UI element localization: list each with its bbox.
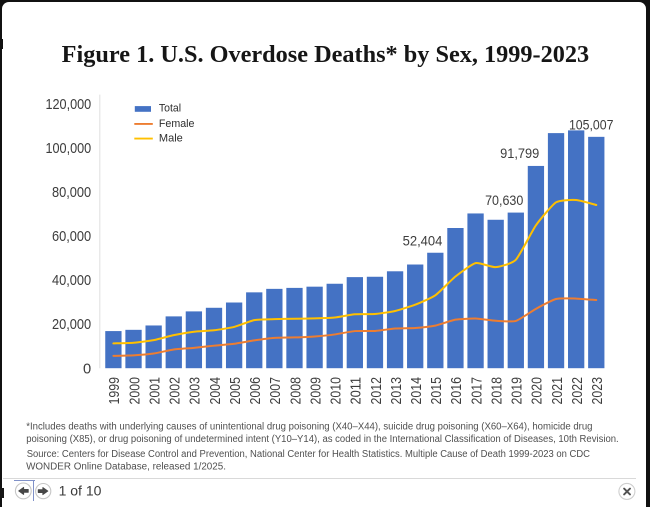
svg-text:120,000: 120,000 <box>46 97 92 113</box>
svg-text:52,404: 52,404 <box>403 234 443 249</box>
svg-text:2014: 2014 <box>409 377 425 405</box>
svg-text:Total: Total <box>159 102 181 114</box>
svg-text:0: 0 <box>83 361 91 377</box>
svg-text:105,007: 105,007 <box>569 118 614 133</box>
svg-text:2008: 2008 <box>288 377 304 405</box>
svg-text:91,799: 91,799 <box>500 146 539 161</box>
svg-text:Male: Male <box>159 132 183 144</box>
svg-text:2010: 2010 <box>329 377 345 405</box>
svg-text:Female: Female <box>159 118 195 130</box>
svg-text:2018: 2018 <box>489 377 505 405</box>
svg-text:Figure 1. U.S. Overdose Deaths: Figure 1. U.S. Overdose Deaths* by Sex, … <box>62 42 590 68</box>
svg-text:2023: 2023 <box>590 377 606 405</box>
svg-text:2020: 2020 <box>530 377 546 405</box>
svg-text:100,000: 100,000 <box>46 141 92 157</box>
svg-text:2003: 2003 <box>188 377 204 405</box>
svg-text:70,630: 70,630 <box>485 193 524 208</box>
svg-text:1999: 1999 <box>107 377 123 405</box>
svg-text:2013: 2013 <box>389 377 405 405</box>
svg-text:2015: 2015 <box>429 377 445 405</box>
svg-text:20,000: 20,000 <box>52 317 91 333</box>
svg-text:2019: 2019 <box>510 377 526 405</box>
svg-text:2002: 2002 <box>168 377 184 405</box>
svg-text:2007: 2007 <box>268 377 284 405</box>
svg-text:2000: 2000 <box>127 377 143 405</box>
svg-text:2021: 2021 <box>550 377 566 405</box>
svg-text:poisoning (X85), or drug poiso: poisoning (X85), or drug poisoning of un… <box>26 434 619 445</box>
svg-text:2005: 2005 <box>228 377 244 405</box>
svg-text:40,000: 40,000 <box>52 273 91 289</box>
svg-text:1 of 10: 1 of 10 <box>59 483 102 499</box>
svg-text:2012: 2012 <box>369 377 385 405</box>
svg-text:2011: 2011 <box>349 377 365 405</box>
svg-text:2006: 2006 <box>248 377 264 405</box>
svg-text:80,000: 80,000 <box>52 185 91 201</box>
svg-text:Source: Centers for Disease Co: Source: Centers for Disease Control and … <box>27 449 590 460</box>
svg-text:2001: 2001 <box>147 377 163 405</box>
svg-text:WONDER Online Database, releas: WONDER Online Database, released 1/2025. <box>26 461 226 472</box>
svg-text:2017: 2017 <box>469 377 485 405</box>
svg-text:2004: 2004 <box>208 377 224 405</box>
svg-text:2016: 2016 <box>449 377 465 405</box>
svg-text:*Includes deaths with underlyi: *Includes deaths with underlying causes … <box>26 422 592 433</box>
svg-text:2009: 2009 <box>308 377 324 405</box>
svg-text:60,000: 60,000 <box>52 229 91 245</box>
svg-text:2022: 2022 <box>570 377 586 405</box>
